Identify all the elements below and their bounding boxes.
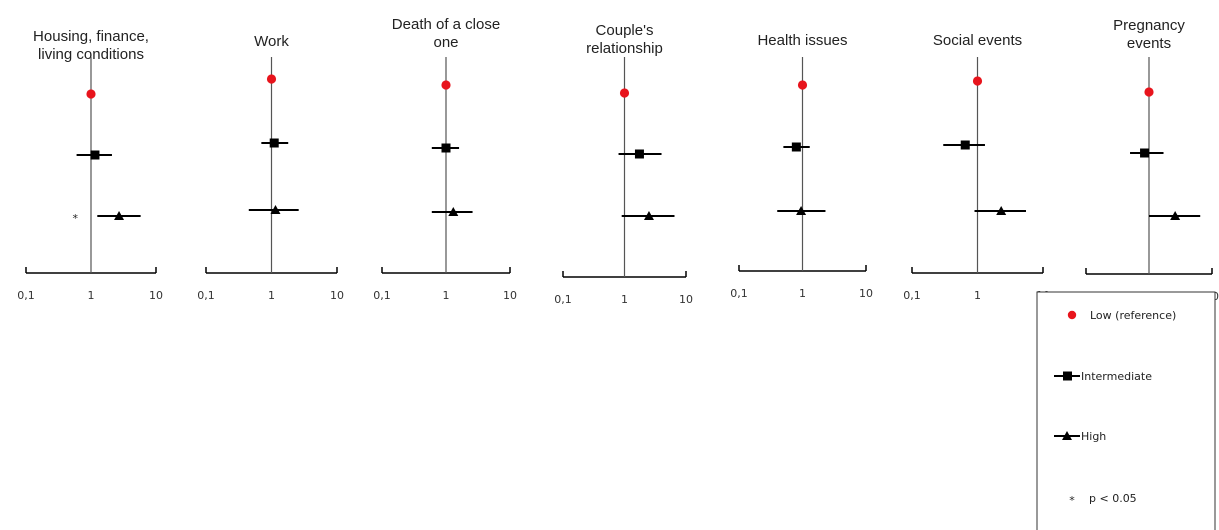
low-reference-point <box>86 89 96 99</box>
legend-box <box>1036 291 1216 530</box>
panel-title-2-line-1: Work <box>254 33 289 50</box>
intermediate-square-marker <box>960 140 970 150</box>
tick-label: 1 <box>621 293 628 306</box>
low-reference-point <box>266 74 277 84</box>
tick-label: 0,1 <box>197 289 215 302</box>
intermediate-square-marker <box>441 143 451 153</box>
panel-title-1-line-2: living conditions <box>38 46 144 63</box>
legend-intermediate-marker <box>1063 371 1072 381</box>
legend-low-label: Low (reference) <box>1090 309 1176 322</box>
high-triangle-marker <box>1170 211 1181 220</box>
high-triangle-marker <box>270 205 281 214</box>
panel-title-4-line-2: relationship <box>586 40 663 57</box>
low-reference-point <box>1144 87 1154 97</box>
intermediate-square-marker <box>1140 148 1150 158</box>
tick-label: 1 <box>974 289 981 302</box>
legend-significance-symbol: * <box>1069 494 1075 507</box>
intermediate-square-marker <box>634 149 644 159</box>
tick-label: 0,1 <box>373 289 391 302</box>
panel-title-7-line-1: Pregnancy <box>1113 17 1185 34</box>
panel-title-3-line-1: Death of a close <box>392 16 500 33</box>
tick-label: 10 <box>679 293 693 306</box>
tick-label: 1 <box>443 289 450 302</box>
significance-asterisk: * <box>73 212 79 225</box>
intermediate-square-marker <box>791 142 801 152</box>
panel-title-4-line-1: Couple's <box>596 22 654 39</box>
tick-label: 10 <box>149 289 163 302</box>
high-triangle-marker <box>796 206 807 215</box>
low-reference-point <box>619 88 630 98</box>
panel-title-7-line-2: events <box>1127 35 1171 52</box>
legend-intermediate-label: Intermediate <box>1081 370 1152 383</box>
tick-label: 0,1 <box>903 289 921 302</box>
high-triangle-marker <box>643 211 654 220</box>
legend-significance-label: p < 0.05 <box>1089 492 1137 505</box>
legend-low-marker <box>1067 310 1077 320</box>
tick-label: 1 <box>268 289 275 302</box>
low-reference-point <box>972 76 983 86</box>
tick-label: 0,1 <box>17 289 35 302</box>
tick-label: 10 <box>503 289 517 302</box>
intermediate-square-marker <box>269 138 279 148</box>
legend-high-marker <box>1062 431 1072 440</box>
low-reference-point <box>797 80 808 90</box>
high-triangle-marker <box>114 211 125 220</box>
tick-label: 1 <box>88 289 95 302</box>
panel-title-1-line-1: Housing, finance, <box>33 28 149 45</box>
tick-label: 10 <box>859 287 873 300</box>
tick-label: 0,1 <box>554 293 572 306</box>
low-reference-point <box>441 80 451 90</box>
legend-high-label: High <box>1081 430 1106 443</box>
panel-title-6-line-1: Social events <box>933 32 1022 49</box>
tick-label: 0,1 <box>730 287 748 300</box>
panel-title-5-line-1: Health issues <box>757 32 847 49</box>
panel-title-3-line-2: one <box>433 34 458 51</box>
tick-label: 10 <box>330 289 344 302</box>
intermediate-square-marker <box>90 150 100 160</box>
tick-label: 1 <box>799 287 806 300</box>
high-triangle-marker <box>996 206 1007 215</box>
high-triangle-marker <box>448 207 459 216</box>
